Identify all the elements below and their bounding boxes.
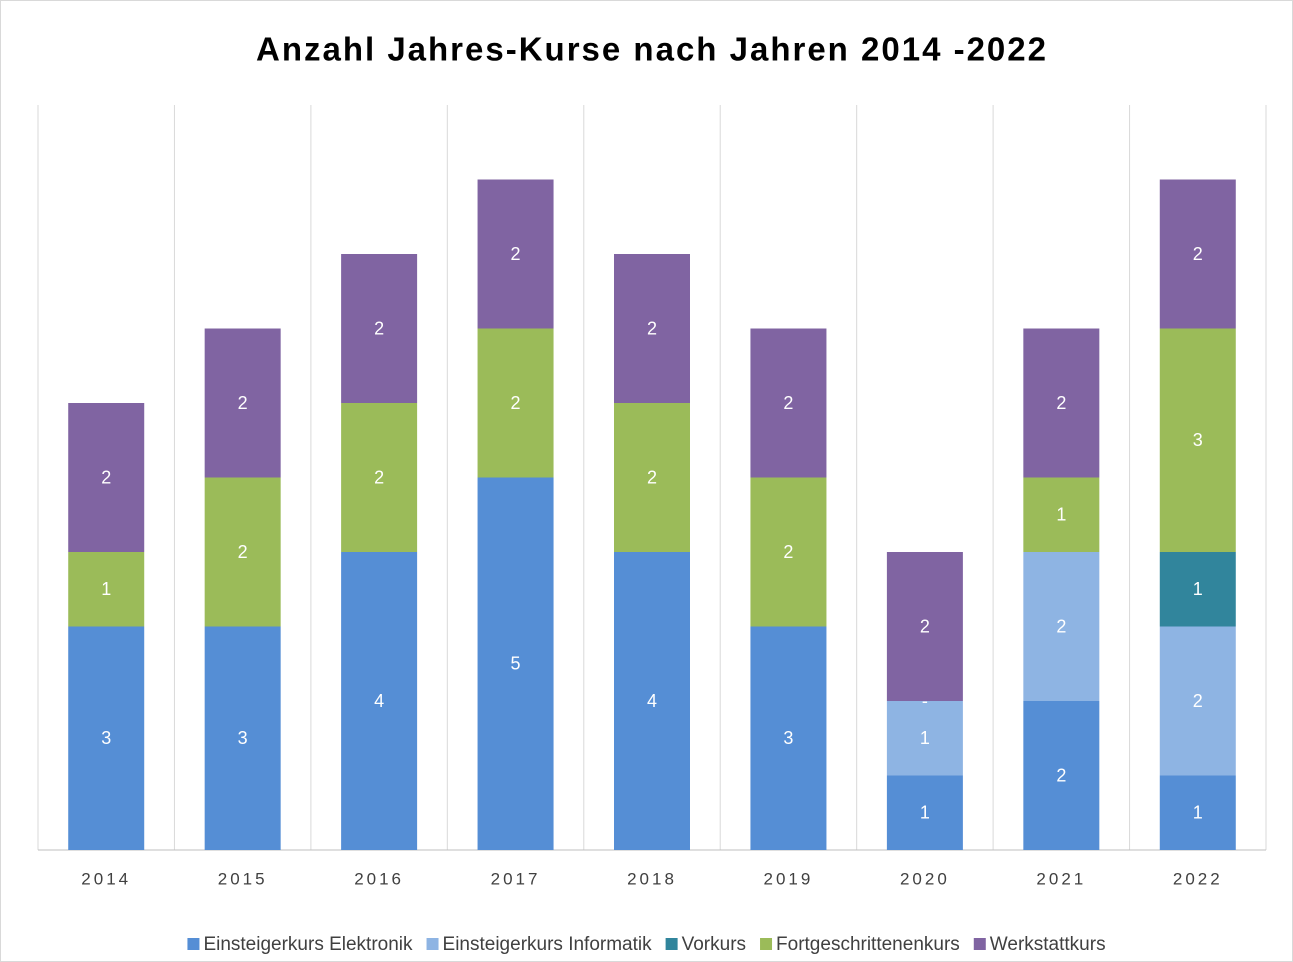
data-label: 3	[783, 728, 793, 748]
bar-segment	[341, 254, 418, 403]
bar-segment	[1159, 626, 1236, 776]
data-label: 2	[238, 393, 248, 413]
data-label: 1	[920, 728, 930, 748]
bar-segment	[1159, 552, 1236, 627]
data-label: 2	[238, 542, 248, 562]
data-label: 2	[920, 616, 930, 636]
bar-segment	[886, 775, 963, 850]
data-label: 2	[511, 244, 521, 264]
x-tick-label: 2021	[1036, 869, 1086, 888]
bar-segment	[477, 179, 554, 329]
legend-swatch	[760, 938, 773, 950]
bar-segment	[750, 626, 827, 850]
data-label: 4	[374, 691, 384, 711]
data-label: 2	[101, 467, 111, 487]
bar-segment	[477, 328, 554, 478]
data-label: 3	[1193, 430, 1203, 450]
legend-label: Einsteigerkurs Elektronik	[203, 934, 413, 955]
legend-swatch	[187, 938, 200, 950]
bar-segment	[68, 626, 145, 850]
bar-segment	[1023, 552, 1100, 701]
x-tick-label: 2022	[1173, 869, 1223, 888]
bar-segment	[1159, 179, 1236, 329]
legend-swatch	[973, 938, 986, 950]
data-label: 2	[1193, 244, 1203, 264]
bar-segment	[477, 477, 554, 850]
bar-segment	[1023, 328, 1100, 478]
data-label: 2	[374, 318, 384, 338]
chart-title: Anzahl Jahres-Kurse nach Jahren 2014 -20…	[256, 31, 1048, 68]
legend-label: Werkstattkurs	[990, 934, 1106, 955]
bar-segment	[750, 328, 827, 478]
data-label: 5	[511, 654, 521, 674]
data-label: 1	[101, 579, 111, 599]
data-label: 2	[1056, 616, 1066, 636]
bar-segment	[68, 403, 145, 552]
x-tick-label: 2015	[218, 869, 268, 888]
bar-segment	[614, 254, 690, 403]
data-label: 4	[647, 691, 657, 711]
data-label: 1	[920, 803, 930, 823]
legend-label: Vorkurs	[682, 934, 746, 955]
x-tick-label: 2017	[491, 869, 541, 888]
legend-label: Einsteigerkurs Informatik	[443, 934, 653, 955]
data-label: 3	[101, 728, 111, 748]
bar-segment	[614, 403, 690, 552]
bar-segment	[1023, 477, 1100, 552]
data-label: 3	[238, 728, 248, 748]
bar-segment	[204, 477, 281, 627]
bar-segment	[341, 552, 418, 850]
legend-label: Fortgeschrittenenkurs	[776, 934, 960, 955]
bar-segment	[341, 403, 418, 552]
data-label: 2	[374, 467, 384, 487]
bar-segment	[1023, 701, 1100, 850]
x-tick-label: 2020	[900, 869, 950, 888]
data-label: 1	[1193, 579, 1203, 599]
data-label: 2	[1056, 393, 1066, 413]
bar-segment	[614, 552, 690, 850]
data-label: 2	[783, 393, 793, 413]
x-tick-label: 2014	[81, 869, 131, 888]
data-label: 1	[1193, 803, 1203, 823]
legend-swatch	[665, 938, 678, 950]
bar-segment	[750, 477, 827, 627]
bar-segment	[1159, 328, 1236, 552]
x-tick-label: 2018	[627, 869, 677, 888]
bar-segment	[204, 626, 281, 850]
bar-segment	[886, 701, 963, 776]
data-label: 1	[1056, 505, 1066, 525]
bar-segment	[1159, 775, 1236, 850]
data-label: 2	[1056, 765, 1066, 785]
x-tick-label: 2019	[764, 869, 814, 888]
data-label: 2	[783, 542, 793, 562]
x-tick-label: 2016	[354, 869, 404, 888]
data-label: 2	[647, 467, 657, 487]
bar-segment	[204, 328, 281, 478]
data-label: 2	[647, 318, 657, 338]
bar-segment	[886, 552, 963, 701]
data-label: 2	[511, 393, 521, 413]
bar-segment	[68, 552, 145, 627]
legend-swatch	[426, 938, 439, 950]
data-label: 2	[1193, 691, 1203, 711]
